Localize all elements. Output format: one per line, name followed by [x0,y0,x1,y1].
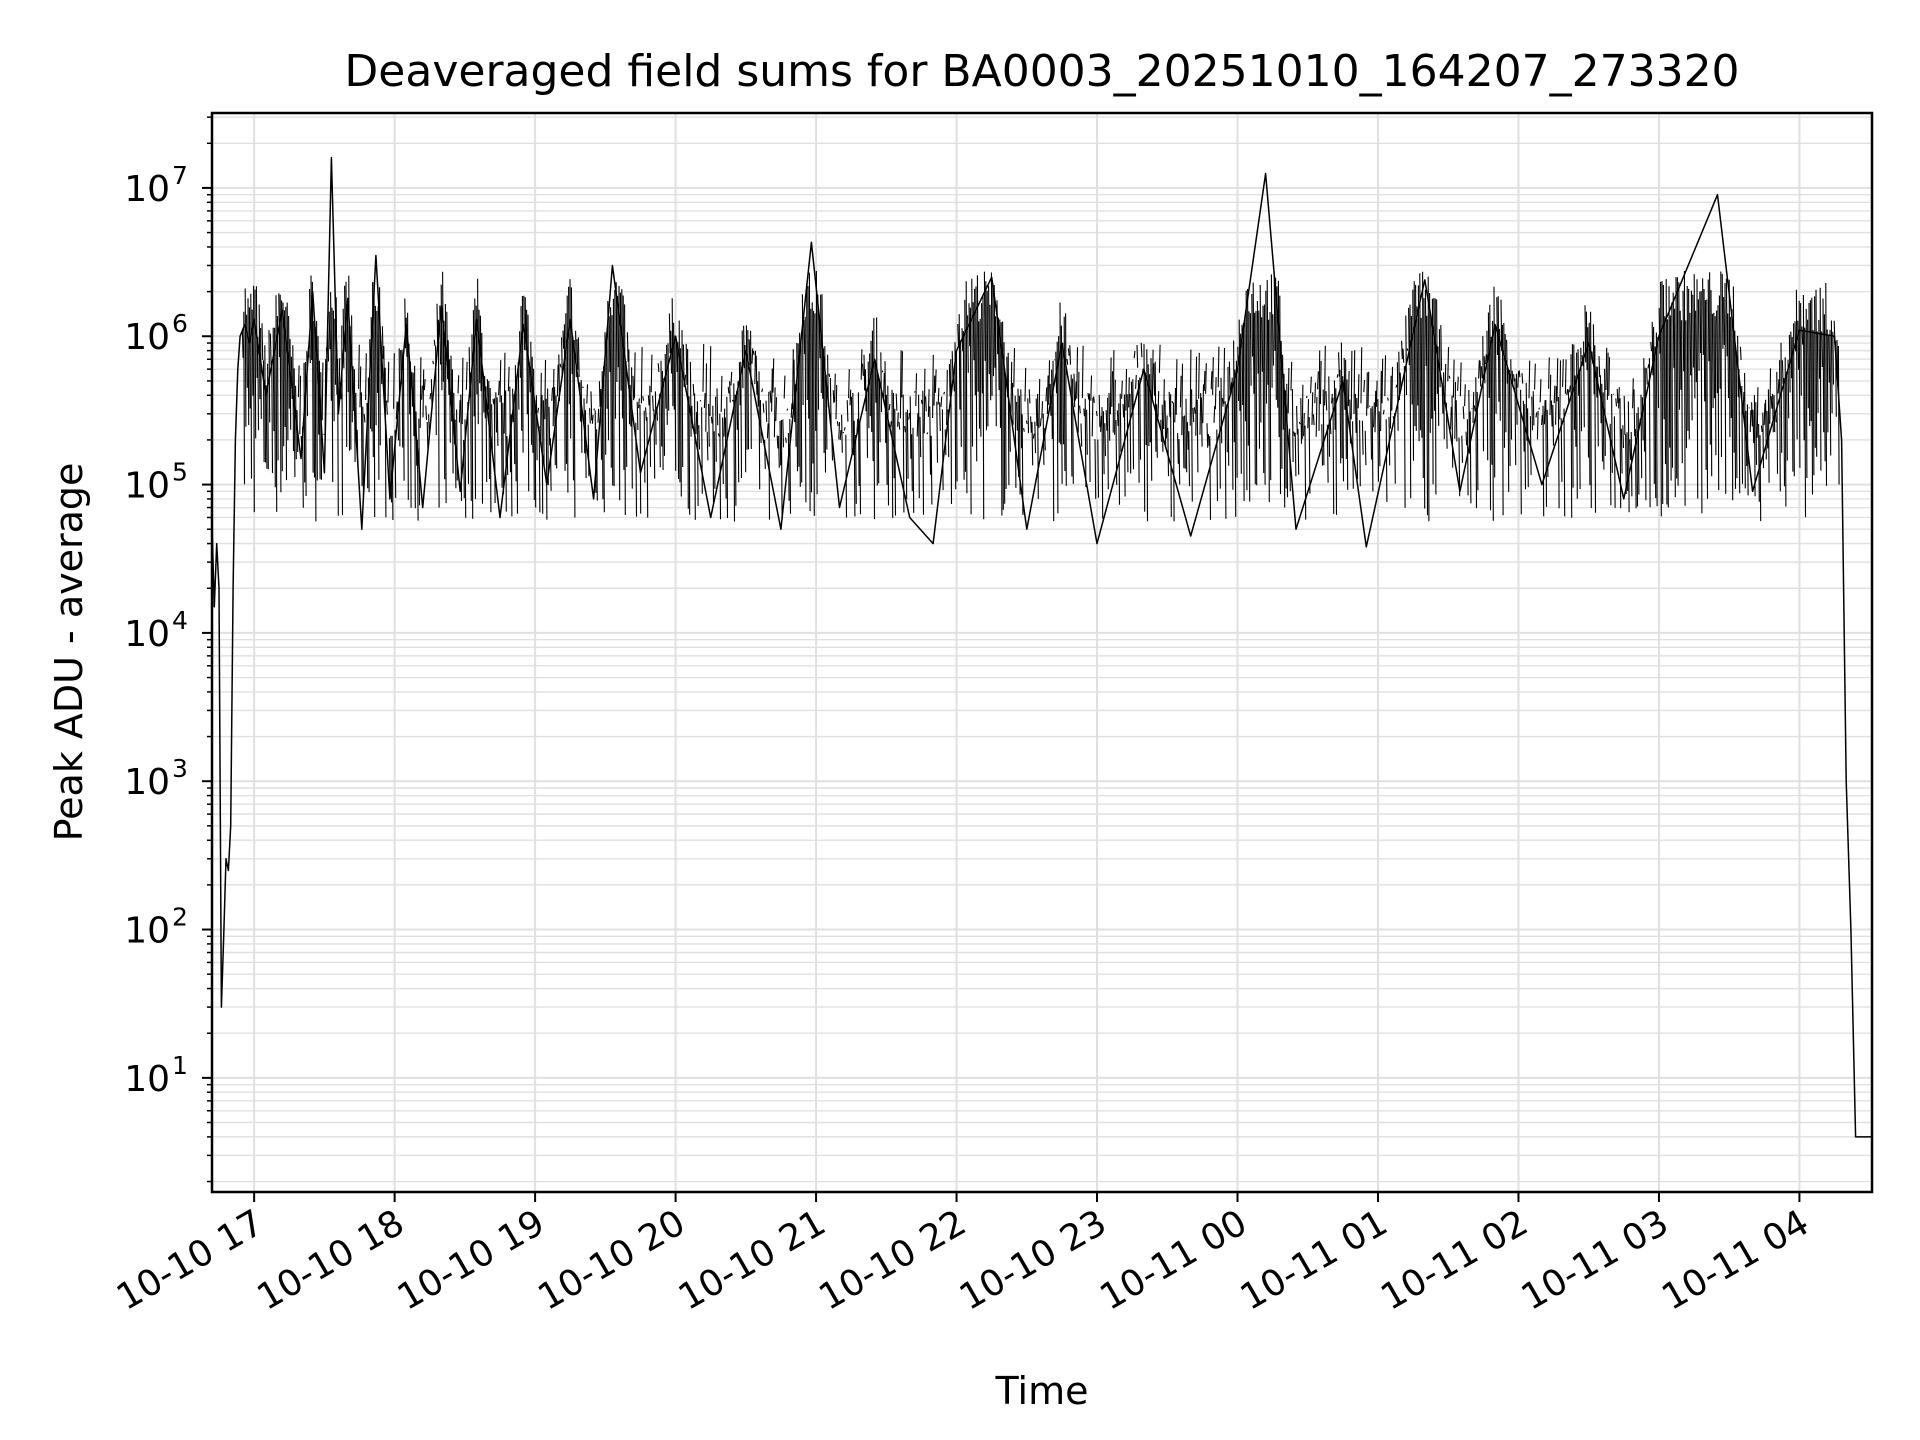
x-axis-label: Time [995,1369,1089,1413]
y-tick-base: 10 [124,317,170,358]
y-tick-label: 10 [124,762,170,803]
y-tick-exponent: 7 [172,161,188,190]
series-noise [241,270,1840,522]
series-noise-path [241,270,1840,522]
y-tick-exponent: 2 [172,903,188,932]
y-axis-label: Peak ADU - average [47,463,91,842]
grid [212,113,1872,1192]
y-tick-label: 10 [124,169,170,210]
y-tick-exponent: 1 [172,1051,188,1080]
y-tick-label: 10 [124,911,170,952]
y-tick-base: 10 [124,1059,170,1100]
y-tick-label: 10 [124,317,170,358]
y-tick-exponent: 4 [172,606,188,635]
y-tick-base: 10 [124,762,170,803]
chart-title: Deaveraged field sums for BA0003_2025101… [344,46,1739,97]
y-tick-label: 10 [124,466,170,507]
y-tick-base: 10 [124,169,170,210]
y-tick-base: 10 [124,466,170,507]
y-tick-exponent: 5 [172,458,188,487]
y-tick-exponent: 6 [172,309,188,338]
y-tick-label: 10 [124,614,170,655]
y-tick-base: 10 [124,911,170,952]
y-tick-label: 10 [124,1059,170,1100]
y-tick-base: 10 [124,614,170,655]
y-tick-exponent: 3 [172,754,188,783]
plot-frame [210,111,1874,1194]
